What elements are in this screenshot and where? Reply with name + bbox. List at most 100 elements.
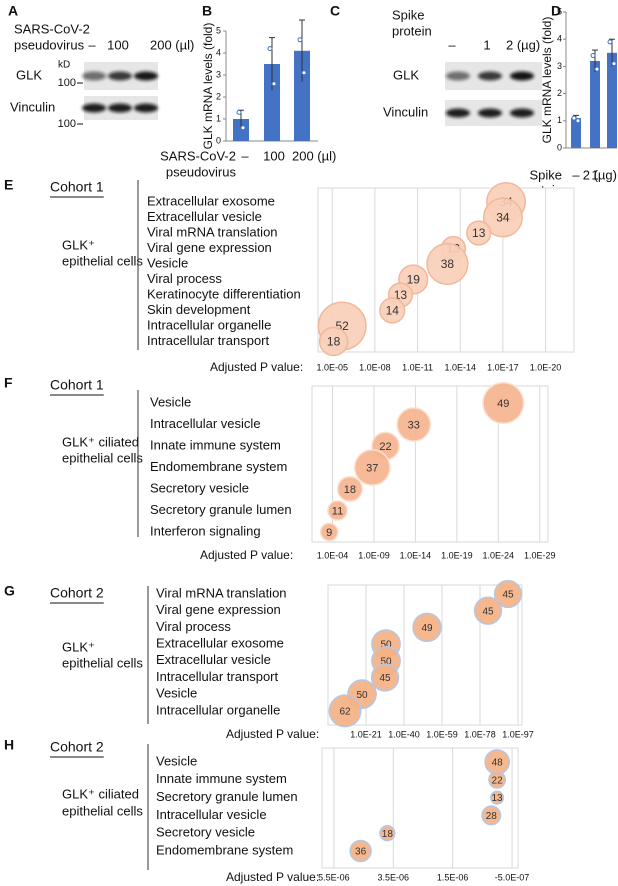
- x-tick-label: -5.0E-07: [495, 872, 530, 882]
- category-label: Viral process: [147, 271, 222, 286]
- bubble: [482, 197, 523, 238]
- x-tick-label: 100: [263, 148, 285, 163]
- cohort-label: Cohort 1: [50, 179, 104, 195]
- lane-label: –: [448, 37, 456, 52]
- bar: [607, 52, 617, 148]
- lane-label: 2 (µg): [506, 37, 540, 52]
- category-label: Viral mRNA translation: [156, 585, 287, 600]
- treatment-label: SARS-CoV-2: [14, 21, 90, 36]
- bubble-label: 37: [366, 462, 378, 474]
- bubble-label: 36: [355, 847, 367, 858]
- bubble: [481, 805, 502, 826]
- bubble-label: 50: [380, 656, 392, 667]
- bubble: [473, 596, 503, 625]
- bubble: [490, 790, 505, 805]
- data-point: [271, 81, 277, 87]
- bubble-label: 33: [408, 419, 420, 431]
- category-label: Secretory vesicle: [156, 825, 255, 840]
- x-axis-label: pseudovirus: [166, 164, 237, 179]
- x-tick-label: 1.0E-08: [359, 362, 391, 372]
- category-label: Secretory granule lumen: [150, 502, 292, 517]
- bubble: [426, 242, 469, 286]
- panel-label: G: [4, 583, 15, 599]
- group-label: GLK⁺ ciliated: [62, 786, 139, 801]
- category-label: Vesicle: [156, 753, 197, 768]
- row-label: GLK: [16, 67, 42, 82]
- bubble: [349, 839, 372, 863]
- x-tick-label: 5.5E-06: [318, 872, 350, 882]
- x-tick-label: 1.0E-97: [502, 729, 534, 739]
- bubble: [318, 326, 349, 357]
- bubble-label: 62: [339, 707, 351, 718]
- panel-label: A: [8, 3, 18, 19]
- bubble: [370, 663, 400, 692]
- data-point: [571, 115, 577, 121]
- bubble: [353, 449, 391, 486]
- row-label: Vinculin: [10, 99, 55, 114]
- x-tick-label: –: [241, 148, 249, 163]
- bubble: [336, 475, 363, 503]
- bubble-label: 45: [482, 606, 494, 617]
- bubble: [379, 297, 406, 324]
- marker-label: 100: [58, 118, 76, 130]
- bar: [571, 118, 581, 148]
- bubble-label: 50: [356, 690, 368, 701]
- category-label: Viral process: [156, 619, 231, 634]
- panel-label: D: [551, 3, 561, 19]
- category-label: Innate immune system: [150, 437, 281, 452]
- category-label: Extracellular vesicle: [156, 652, 271, 667]
- blot-band: [446, 108, 470, 118]
- cohort-label: Cohort 1: [50, 377, 104, 393]
- x-tick-label: 1.0E-05: [316, 362, 348, 372]
- blot-band: [134, 103, 158, 113]
- bar: [233, 119, 249, 141]
- blot-band: [478, 108, 502, 118]
- x-tick-label: 1.0E-14: [444, 362, 476, 372]
- category-label: Intracellular transport: [156, 669, 278, 684]
- x-tick-label: 1.0E-21: [350, 729, 382, 739]
- blot-band: [510, 71, 534, 81]
- category-label: Skin development: [147, 302, 251, 317]
- category-label: Vesicle: [150, 394, 191, 409]
- panel-label: C: [330, 3, 340, 19]
- y-tick-label: 0: [557, 142, 562, 152]
- bubble: [412, 612, 442, 643]
- marker-label: 100: [58, 77, 76, 89]
- bubble: [319, 522, 339, 542]
- bubble: [327, 500, 348, 521]
- y-tick-label: 2: [216, 91, 221, 101]
- bubble: [488, 770, 507, 789]
- bubble-label: 14: [386, 304, 400, 318]
- x-tick-label: 1.0E-78: [464, 729, 496, 739]
- x-tick-label: 1.0E-20: [530, 362, 562, 372]
- x-axis-label: Adjusted P value:: [226, 727, 319, 741]
- panel-label: B: [202, 3, 212, 19]
- x-tick-label: 1.0E-17: [487, 362, 519, 372]
- x-tick-label: 2 (µg): [583, 167, 617, 182]
- bubble-label: 28: [486, 811, 498, 822]
- marker-unit: kD: [58, 60, 70, 71]
- y-tick-label: 4: [557, 34, 562, 44]
- cohort-label: Cohort 2: [50, 585, 104, 601]
- x-tick-label: 3.5E-06: [378, 872, 410, 882]
- blot-band: [82, 103, 106, 113]
- x-tick-label: 1.0E-19: [441, 550, 473, 560]
- group-label: epithelial cells: [62, 803, 143, 818]
- cohort-label: Cohort 2: [50, 739, 104, 755]
- y-tick-label: 1: [216, 113, 221, 123]
- x-tick-label: 1.0E-11: [402, 362, 433, 372]
- panel-label: H: [4, 737, 14, 753]
- x-tick-label: 1.0E-14: [400, 550, 432, 560]
- data-point: [611, 61, 617, 67]
- lane-label: 200 (µl): [150, 37, 194, 52]
- data-point: [594, 66, 600, 72]
- y-axis-label: GLK mRNA levels (fold): [201, 23, 215, 150]
- category-label: Intracellular organelle: [147, 317, 271, 332]
- x-tick-label: 1.0E-40: [388, 729, 420, 739]
- bubble-label: 9: [326, 527, 332, 539]
- blot-band: [108, 71, 132, 81]
- category-label: Extracellular vesicle: [147, 209, 262, 224]
- group-label: GLK⁺ ciliated: [62, 434, 139, 449]
- bubble-label: 50: [380, 640, 392, 651]
